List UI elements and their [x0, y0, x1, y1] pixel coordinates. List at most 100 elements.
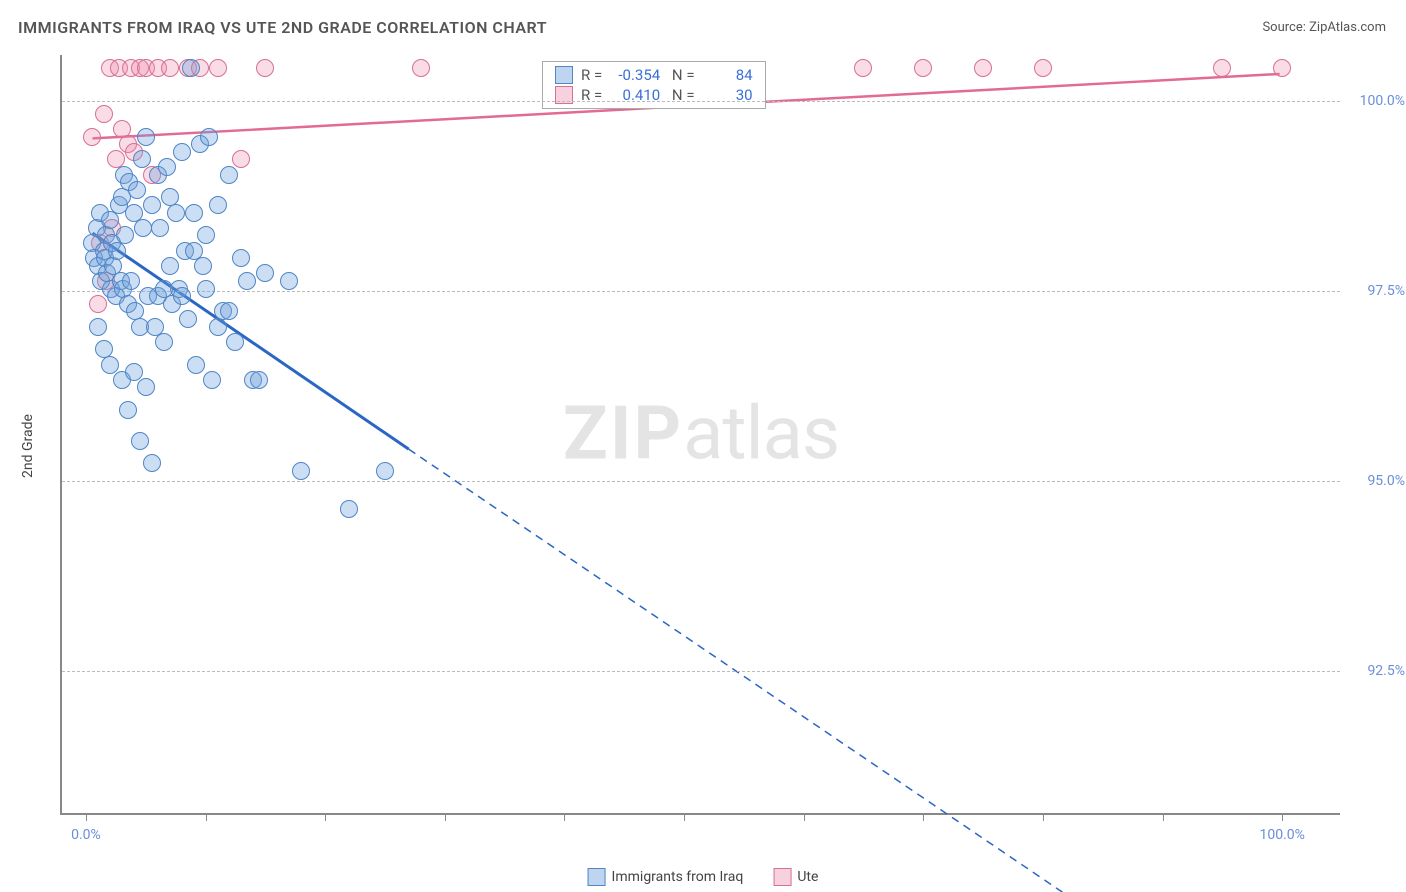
- y-tick-label: 97.5%: [1350, 283, 1405, 299]
- scatter-point-blue: [125, 363, 143, 381]
- scatter-point-blue: [232, 249, 250, 267]
- scatter-point-blue: [101, 356, 119, 374]
- scatter-point-blue: [167, 204, 185, 222]
- gridline-horizontal: [62, 291, 1340, 292]
- scatter-point-blue: [137, 128, 155, 146]
- scatter-point-blue: [226, 333, 244, 351]
- scatter-point-pink: [914, 59, 932, 77]
- scatter-point-blue: [119, 401, 137, 419]
- scatter-point-blue: [197, 280, 215, 298]
- scatter-point-blue: [158, 158, 176, 176]
- scatter-point-blue: [250, 371, 268, 389]
- scatter-point-blue: [122, 272, 140, 290]
- scatter-point-pink: [256, 59, 274, 77]
- scatter-point-blue: [173, 143, 191, 161]
- scatter-point-blue: [179, 310, 197, 328]
- legend-swatch-blue: [555, 66, 573, 84]
- x-tick: [564, 813, 565, 821]
- scatter-point-blue: [137, 378, 155, 396]
- scatter-point-pink: [412, 59, 430, 77]
- scatter-point-blue: [376, 462, 394, 480]
- legend-label-pink: Ute: [797, 869, 818, 885]
- y-tick-label: 95.0%: [1350, 473, 1405, 489]
- x-tick: [804, 813, 805, 821]
- scatter-point-blue: [155, 333, 173, 351]
- scatter-point-blue: [182, 59, 200, 77]
- scatter-point-blue: [238, 272, 256, 290]
- scatter-point-blue: [197, 226, 215, 244]
- scatter-point-pink: [1034, 59, 1052, 77]
- scatter-point-pink: [974, 59, 992, 77]
- scatter-point-blue: [203, 371, 221, 389]
- x-tick: [684, 813, 685, 821]
- x-tick-label: 0.0%: [71, 827, 101, 843]
- scatter-point-pink: [95, 105, 113, 123]
- scatter-point-blue: [200, 128, 218, 146]
- legend-swatch-pink: [773, 868, 791, 886]
- source-link[interactable]: ZipAtlas.com: [1309, 20, 1386, 35]
- chart-title: IMMIGRANTS FROM IRAQ VS UTE 2ND GRADE CO…: [18, 18, 547, 37]
- scatter-point-blue: [256, 264, 274, 282]
- scatter-point-blue: [89, 318, 107, 336]
- scatter-point-blue: [116, 226, 134, 244]
- legend-swatch-blue: [588, 868, 606, 886]
- series-legend: Immigrants from Iraq Ute: [588, 868, 819, 886]
- scatter-point-blue: [131, 432, 149, 450]
- trend-line: [93, 233, 409, 449]
- scatter-point-blue: [194, 257, 212, 275]
- scatter-point-blue: [151, 219, 169, 237]
- scatter-point-pink: [854, 59, 872, 77]
- x-tick: [1043, 813, 1044, 821]
- x-tick: [1163, 813, 1164, 821]
- scatter-point-blue: [161, 257, 179, 275]
- scatter-point-blue: [209, 318, 227, 336]
- scatter-point-blue: [173, 287, 191, 305]
- x-tick: [206, 813, 207, 821]
- legend-n-label: N =: [668, 66, 694, 84]
- scatter-point-blue: [220, 302, 238, 320]
- correlation-legend-box: R = -0.354 N = 84 R = 0.410 N = 30: [542, 61, 766, 109]
- scatter-point-blue: [134, 219, 152, 237]
- legend-r-value-blue: -0.354: [610, 66, 660, 84]
- x-tick: [1282, 813, 1283, 821]
- scatter-point-blue: [185, 204, 203, 222]
- scatter-point-pink: [1273, 59, 1291, 77]
- scatter-point-blue: [101, 211, 119, 229]
- x-tick: [325, 813, 326, 821]
- legend-item-pink: Ute: [773, 868, 818, 886]
- x-tick: [86, 813, 87, 821]
- y-axis-label: 2nd Grade: [20, 414, 36, 478]
- scatter-point-pink: [1213, 59, 1231, 77]
- scatter-point-blue: [143, 454, 161, 472]
- gridline-horizontal: [62, 481, 1340, 482]
- scatter-point-blue: [187, 356, 205, 374]
- scatter-point-blue: [128, 181, 146, 199]
- source-label: Source:: [1262, 20, 1305, 35]
- watermark: ZIPatlas: [563, 391, 839, 478]
- scatter-point-pink: [83, 128, 101, 146]
- scatter-point-blue: [209, 196, 227, 214]
- scatter-point-pink: [161, 59, 179, 77]
- scatter-point-blue: [280, 272, 298, 290]
- legend-n-value-blue: 84: [703, 66, 753, 84]
- legend-r-label: R =: [581, 66, 602, 84]
- gridline-horizontal: [62, 101, 1340, 102]
- scatter-point-blue: [292, 462, 310, 480]
- scatter-point-blue: [185, 242, 203, 260]
- scatter-point-blue: [220, 166, 238, 184]
- trend-lines-svg: [62, 55, 1340, 813]
- x-tick: [445, 813, 446, 821]
- legend-row-blue: R = -0.354 N = 84: [555, 66, 753, 84]
- legend-item-blue: Immigrants from Iraq: [588, 868, 744, 886]
- scatter-point-blue: [155, 280, 173, 298]
- y-tick-label: 100.0%: [1350, 93, 1405, 109]
- scatter-point-pink: [89, 295, 107, 313]
- legend-label-blue: Immigrants from Iraq: [612, 869, 744, 885]
- y-tick-label: 92.5%: [1350, 663, 1405, 679]
- scatter-point-pink: [232, 150, 250, 168]
- scatter-point-blue: [133, 150, 151, 168]
- gridline-horizontal: [62, 671, 1340, 672]
- scatter-point-pink: [209, 59, 227, 77]
- source-attribution: Source: ZipAtlas.com: [1262, 20, 1386, 35]
- scatter-point-blue: [143, 196, 161, 214]
